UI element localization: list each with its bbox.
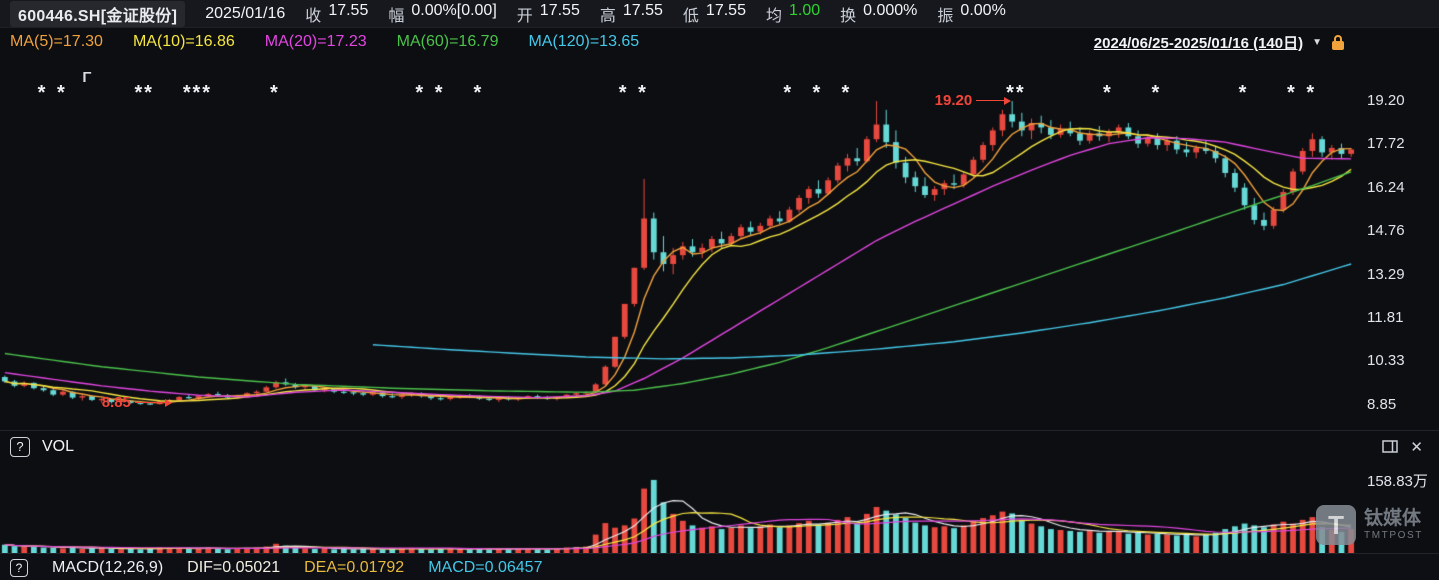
ma-item-ma10: MA(10)=16.86: [132, 33, 235, 50]
pane-layout-icon[interactable]: [1382, 440, 1399, 453]
macd-dif-value: DIF=0.05021: [187, 558, 281, 576]
help-icon[interactable]: ?: [10, 436, 30, 457]
quote-field-low: 低 17.55: [682, 1, 746, 25]
ma-item-ma120: MA(120)=13.65: [528, 33, 640, 50]
axis-tick-label: 10.33: [1367, 352, 1405, 370]
quote-field-high: 高 17.55: [599, 1, 663, 25]
tmtpost-watermark: T 钛媒体 TMTPOST: [1316, 505, 1423, 545]
quote-field-close: 收 17.55: [305, 1, 369, 25]
quote-field-avg: 均 1.00: [765, 1, 821, 25]
indicator-row: MA(5)=17.30 MA(10)=16.86 MA(20)=17.23 MA(60…: [0, 27, 1439, 57]
lock-icon[interactable]: [1331, 34, 1345, 50]
axis-tick-label: 14.76: [1367, 222, 1405, 240]
top-quote-bar: 600446.SH[金证股份] 2025/01/16 收 17.55 幅 0.00%[…: [0, 0, 1439, 28]
date-range-text: 2024/06/25-2025/01/16 (140日): [1093, 34, 1304, 52]
axis-tick-label: 13.29: [1367, 265, 1405, 283]
date-range-selector[interactable]: 2024/06/25-2025/01/16 (140日) ▼: [1094, 32, 1345, 53]
volume-pane-header: ? VOL ✕: [0, 430, 1439, 462]
help-icon[interactable]: ?: [10, 558, 28, 577]
ma-values: MA(5)=17.30 MA(10)=16.86 MA(20)=17.23 MA(60…: [10, 33, 639, 51]
quote-fields: 收 17.55 幅 0.00%[0.00] 开 17.55 高 17.55 低 17.55 均 1.0…: [305, 2, 1006, 26]
chevron-down-icon[interactable]: ▼: [1312, 36, 1322, 48]
axis-tick-label: 8.85: [1367, 395, 1397, 413]
axis-tick-label: 11.81: [1367, 309, 1404, 327]
ma-item-ma60: MA(60)=16.79: [396, 33, 499, 50]
macd-dea-value: DEA=0.01792: [304, 558, 405, 576]
axis-tick-label: 19.20: [1367, 92, 1405, 110]
ma-item-ma20: MA(20)=17.23: [264, 33, 367, 50]
close-icon[interactable]: ✕: [1410, 438, 1423, 456]
volume-max-label: 158.83万: [1367, 472, 1428, 490]
watermark-name-cn: 钛媒体: [1364, 508, 1422, 530]
quote-field-turnover: 换 0.000%: [840, 1, 918, 25]
quote-field-change: 幅 0.00%[0.00]: [388, 1, 497, 25]
watermark-name-en: TMTPOST: [1364, 529, 1423, 541]
price-chart: * * * * * * * * * * * * * * * * * * * * * * * 8.85 19.20 Γ: [0, 57, 1356, 429]
trade-date: 2025/01/16: [205, 4, 286, 22]
axis-tick-label: 17.72: [1367, 135, 1405, 153]
macd-value: MACD=0.06457: [428, 558, 543, 576]
quote-field-amplitude: 振 0.00%: [937, 1, 1006, 25]
watermark-text: 钛媒体 TMTPOST: [1364, 508, 1423, 541]
stock-symbol: 600446.SH[金证股份]: [10, 0, 186, 27]
macd-indicator-row: ? MACD(12,26,9) DIF=0.05021 DEA=0.01792 …: [0, 553, 1439, 580]
price-chart-canvas[interactable]: [0, 57, 1356, 429]
ma-item-ma5: MA(5)=17.30: [10, 33, 103, 50]
tmtpost-logo: T: [1316, 505, 1357, 545]
axis-tick-label: 16.24: [1367, 178, 1405, 196]
price-axis: 19.20 17.72 16.24 14.76 13.29 11.81 10.33 8.85: [1356, 57, 1439, 429]
quote-field-open: 开 17.55: [516, 1, 580, 25]
volume-chart-canvas[interactable]: [0, 461, 1356, 553]
volume-chart: [0, 461, 1356, 553]
vol-pane-title: VOL: [42, 437, 75, 455]
macd-title: MACD(12,26,9): [52, 558, 164, 576]
